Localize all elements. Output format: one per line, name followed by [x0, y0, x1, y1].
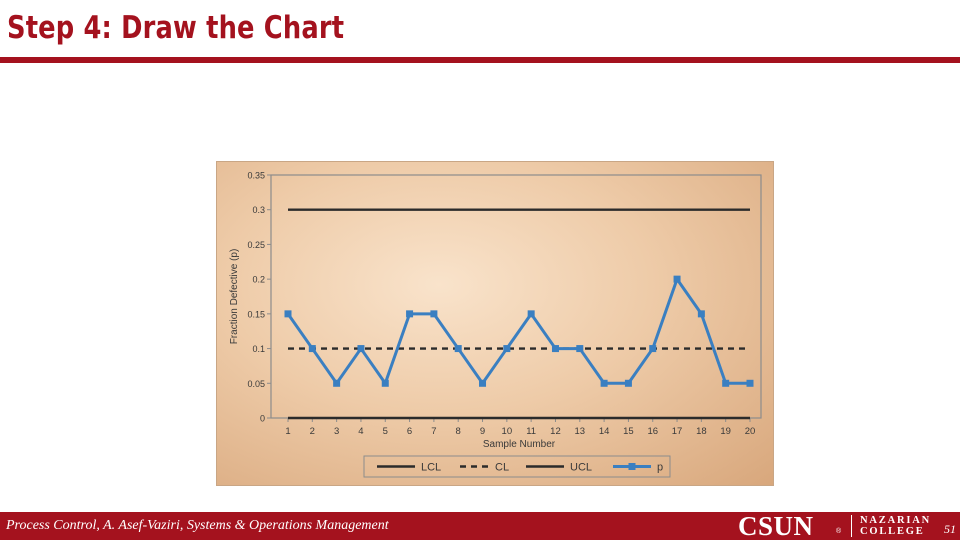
- x-tick-label: 6: [407, 426, 412, 437]
- x-tick-label: 12: [550, 426, 561, 437]
- x-axis-label: Sample Number: [483, 439, 556, 450]
- x-tick-label: 5: [383, 426, 388, 437]
- series-p-point: [722, 379, 730, 387]
- nazarian-college-logo: NAZARIAN COLLEGE: [860, 515, 931, 537]
- x-tick-label: 15: [623, 426, 634, 437]
- series-p-point: [406, 310, 414, 318]
- series-p-point: [284, 310, 292, 318]
- series-p-point: [503, 345, 511, 353]
- legend-marker-p: [628, 463, 636, 470]
- x-tick-label: 9: [480, 426, 485, 437]
- series-p-point: [527, 310, 535, 318]
- series-p-point: [357, 345, 365, 353]
- x-tick-label: 14: [599, 426, 610, 437]
- y-tick-label: 0.1: [252, 344, 265, 354]
- legend-label-lcl: LCL: [421, 462, 441, 474]
- y-tick-label: 0.15: [247, 309, 265, 319]
- chart-legend: LCL CL UCL p: [363, 455, 671, 478]
- y-tick-label: 0.3: [252, 205, 265, 215]
- series-p-point: [308, 345, 316, 353]
- y-tick-label: 0: [260, 414, 265, 424]
- csun-logo: CSUN: [738, 511, 814, 540]
- series-p-point: [454, 345, 462, 353]
- legend-label-ucl: UCL: [570, 462, 592, 474]
- footer-citation: Process Control, A. Asef-Vaziri, Systems…: [6, 518, 389, 533]
- series-p-point: [673, 275, 681, 283]
- series-p-point: [551, 345, 559, 353]
- y-tick-label: 0.2: [252, 275, 265, 285]
- series-p-point: [624, 379, 632, 387]
- legend-label-cl: CL: [495, 462, 509, 474]
- logo-line-nazarian: NAZARIAN: [860, 515, 931, 526]
- x-tick-label: 1: [285, 426, 290, 437]
- series-p-point: [746, 379, 754, 387]
- x-tick-label: 7: [431, 426, 436, 437]
- x-tick-label: 16: [647, 426, 658, 437]
- p-control-chart: 00.050.10.150.20.250.30.35 1 2 3 4 5 6 7 8 9 10 11…: [229, 171, 762, 478]
- x-tick-label: 4: [358, 426, 363, 437]
- series-p-point: [649, 345, 657, 353]
- x-tick-label: 3: [334, 426, 339, 437]
- series-p-line: [286, 277, 750, 385]
- series-p-point: [430, 310, 438, 318]
- x-tick-label: 18: [696, 426, 707, 437]
- title-rule: [0, 57, 960, 63]
- y-axis-label: Fraction Defective (p): [229, 249, 240, 345]
- footer-bar: [0, 512, 960, 540]
- x-tick-label: 19: [720, 426, 731, 437]
- series-p-point: [381, 379, 389, 387]
- x-tick-label: 11: [526, 426, 536, 437]
- x-tick-label: 10: [502, 426, 513, 437]
- y-tick-label: 0.35: [247, 171, 265, 181]
- legend-label-p: p: [657, 462, 663, 474]
- x-tick-label: 2: [310, 426, 315, 437]
- x-tick-label: 20: [745, 426, 756, 437]
- legend-box: [363, 455, 671, 478]
- slide-title: Step 4: Draw the Chart: [7, 10, 345, 46]
- series-p-point: [479, 379, 487, 387]
- logo-line-college: COLLEGE: [860, 526, 925, 537]
- y-tick-label: 0.05: [247, 379, 265, 389]
- series-p-point: [576, 345, 584, 353]
- x-tick-label: 17: [672, 426, 683, 437]
- control-chart-panel: 0 0.05 0.1 0.15 0.2 0.25 0.3 0.35 1 2 3 4 5 6 7 8 9 10 11…: [216, 161, 774, 486]
- series-p-point: [600, 379, 608, 387]
- series-p-point: [697, 310, 705, 318]
- registered-mark: ®: [836, 528, 842, 535]
- series-p-point: [333, 379, 341, 387]
- logo-divider: [851, 515, 852, 537]
- x-tick-label: 13: [575, 426, 586, 437]
- y-tick-label: 0.25: [247, 240, 265, 250]
- page-number: 51: [944, 522, 956, 536]
- x-tick-label: 8: [456, 426, 461, 437]
